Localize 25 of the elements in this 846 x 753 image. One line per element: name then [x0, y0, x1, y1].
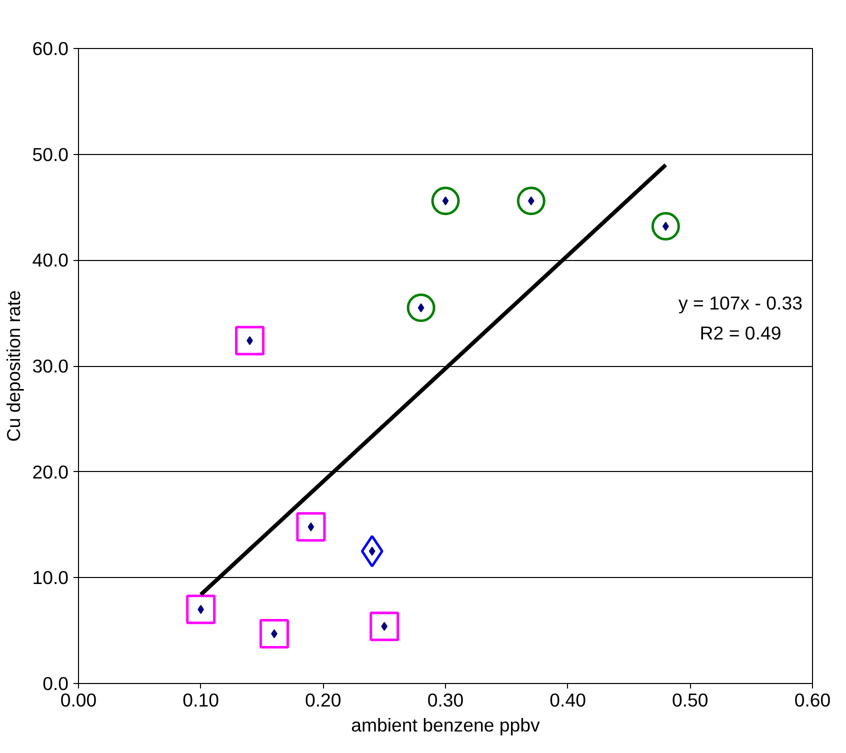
x-tick-label: 0.40: [550, 690, 586, 710]
y-tick-label: 40.0: [32, 250, 68, 271]
y-tick-label: 30.0: [32, 356, 68, 376]
x-tick-label: 0.30: [427, 690, 464, 710]
point: [651, 212, 680, 241]
x-tick-label: 0.50: [672, 690, 708, 710]
point: [431, 186, 460, 216]
point: [516, 186, 546, 216]
point: [296, 512, 326, 542]
point: [370, 612, 400, 642]
x-tick-label: 0.10: [182, 690, 219, 710]
x-tick-label: 0.60: [794, 690, 831, 710]
x-axis-title: ambient benzene ppbv: [351, 714, 541, 736]
point: [406, 294, 436, 322]
y-tick-label: 10.0: [32, 567, 68, 588]
y-tick-label: 20.0: [32, 461, 68, 482]
y-tick-label: 60.0: [32, 38, 68, 59]
point: [186, 594, 216, 624]
x-tick-label: 0.20: [305, 690, 342, 710]
y-axis-title: Cu deposition rate: [3, 290, 24, 442]
point: [235, 326, 265, 356]
point: [259, 619, 289, 649]
y-tick-label: 50.0: [32, 144, 68, 165]
annotation: R2 = 0.49: [700, 322, 782, 344]
annotation: y = 107x - 0.33: [678, 292, 802, 314]
